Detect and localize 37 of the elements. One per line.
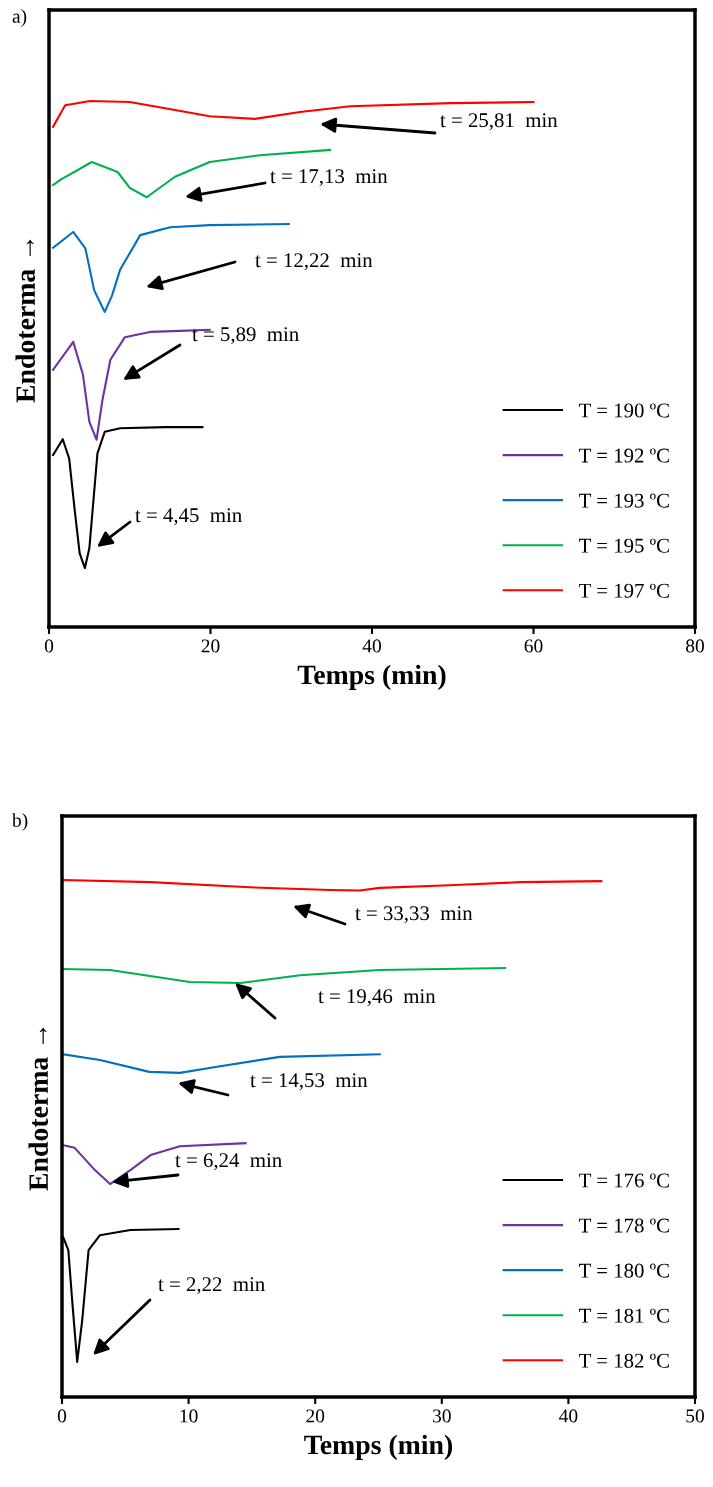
annotation: t = 33,33 min [355,906,473,924]
annotation: t = 14,53 min [250,1073,368,1091]
annotation: t = 5,89 min [192,327,299,345]
x-tick-label: 20 [201,639,220,653]
x-tick-label: 40 [362,639,381,653]
x-tick-label: 50 [686,1409,704,1423]
x-tick-label: 10 [180,1409,198,1423]
annotation: t = 6,24 min [175,1153,282,1171]
x-tick-label: 40 [559,1409,578,1423]
legend-label: T = 181 ºC [579,1308,669,1323]
legend-label: T = 178 ºC [579,1218,669,1233]
legend-label: T = 182 ºC [579,1353,669,1368]
chart-title: a) [12,9,27,27]
y-axis-title: Endoterma → [28,1027,49,1191]
annotation: t = 17,13 min [270,169,388,187]
legend-label: T = 180 ºC [579,1263,669,1278]
chart-title: b) [12,813,28,831]
annotation: t = 4,45 min [135,508,242,526]
legend-label: T = 193 ºC [579,493,669,508]
legend-label: T = 176 ºC [579,1173,669,1188]
annotation: t = 12,22 min [255,253,373,271]
x-axis-title: Temps (min) [304,1434,453,1460]
annotation: t = 25,81 min [440,113,558,131]
x-tick-label: 0 [44,639,54,653]
legend-label: T = 192 ºC [579,448,669,463]
x-axis-title: Temps (min) [297,664,446,690]
x-tick-label: 60 [524,639,543,653]
legend-label: T = 195 ºC [579,538,669,553]
x-tick-label: 0 [57,1409,67,1423]
legend-label: T = 197 ºC [579,583,669,598]
y-axis-title: Endoterma → [15,239,36,403]
x-tick-label: 20 [306,1409,325,1423]
x-tick-label: 30 [433,1409,451,1423]
legend-label: T = 190 ºC [579,403,669,418]
annotation: t = 19,46 min [318,989,436,1007]
x-tick-label: 80 [686,639,704,653]
annotation: t = 2,22 min [158,1277,265,1295]
